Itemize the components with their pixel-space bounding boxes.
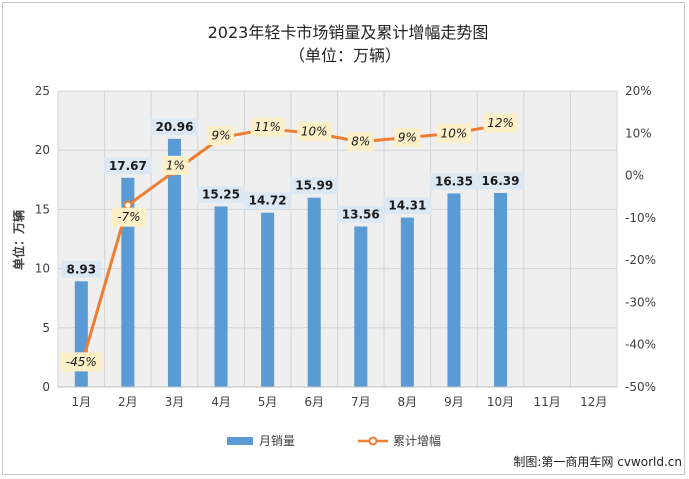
- bar-value-label: 16.39: [482, 174, 520, 188]
- bar-label-bg: [290, 177, 339, 195]
- bar-value-label: 14.72: [249, 194, 287, 208]
- legend-line-marker: [368, 436, 378, 446]
- y-right-tick-label: 20%: [625, 84, 652, 98]
- bar-4: [214, 206, 228, 387]
- line-label-bg: [208, 126, 235, 146]
- line-value-label: 11%: [254, 120, 281, 134]
- line-value-label: 10%: [301, 124, 328, 138]
- bar-value-label: 16.35: [435, 174, 473, 188]
- x-tick-label: 4月: [211, 395, 231, 409]
- line-value-label: 9%: [398, 131, 417, 145]
- line-label-bg: [111, 207, 146, 227]
- bar-5: [261, 212, 275, 387]
- line-value-label: -7%: [117, 210, 140, 224]
- line-value-label: 9%: [212, 129, 231, 143]
- bar-label-bg: [383, 197, 432, 215]
- line-label-bg: [347, 132, 374, 152]
- bar-value-label: 15.99: [295, 179, 333, 193]
- bar-label-bg: [103, 157, 152, 175]
- bar-value-label: 14.31: [388, 199, 426, 213]
- bar-value-label: 17.67: [109, 159, 147, 173]
- line-value-label: 1%: [166, 158, 185, 172]
- legend-bar-label: 月销量: [259, 434, 295, 448]
- line-label-bg: [394, 128, 421, 148]
- y-right-tick-label: -10%: [625, 211, 656, 225]
- y-left-tick-label: 10: [35, 262, 50, 276]
- y-right-tick-label: -30%: [625, 295, 656, 309]
- x-tick-label: 1月: [71, 395, 91, 409]
- x-tick-label: 12月: [580, 395, 607, 409]
- chart-frame: 8.93 17.67 20.96 15.25 14.72 15.99 13.56 14.31 1…: [2, 2, 685, 475]
- line-value-label: 10%: [441, 126, 468, 140]
- y-left-tick-label: 0: [42, 380, 50, 394]
- line-point-2: [123, 200, 133, 210]
- y-right-tick-label: 0%: [625, 169, 644, 183]
- bar-label-bg: [429, 172, 478, 190]
- y-left-tick-label: 20: [35, 143, 50, 157]
- bar-label-bg: [61, 260, 102, 278]
- x-tick-label: 5月: [258, 395, 278, 409]
- bar-8: [400, 217, 414, 387]
- x-tick-label: 11月: [533, 395, 560, 409]
- bars-series: [74, 138, 508, 387]
- x-tick-label: 10月: [487, 395, 514, 409]
- x-tick-label: 9月: [444, 395, 464, 409]
- x-tick-label: 2月: [118, 395, 138, 409]
- y-left-tick-label: 5: [42, 321, 50, 335]
- line-label-bg: [162, 155, 189, 175]
- line-label-bg: [483, 113, 518, 133]
- x-tick-label: 7月: [351, 395, 371, 409]
- bar-value-label: 8.93: [66, 262, 96, 276]
- bar-6: [307, 197, 321, 387]
- x-tick-label: 3月: [165, 395, 185, 409]
- line-label-bg: [250, 117, 285, 137]
- y-right-tick-label: -50%: [625, 380, 656, 394]
- legend-bar-swatch: [227, 437, 253, 445]
- y-right-tick-label: 10%: [625, 126, 652, 140]
- chart-title: 2023年轻卡市场销量及累计增幅走势图: [208, 23, 489, 42]
- x-tick-label: 8月: [398, 395, 418, 409]
- bar-label-bg: [476, 172, 525, 190]
- line-label-bg: [60, 352, 103, 372]
- data-labels: 8.93 17.67 20.96 15.25 14.72 15.99 13.56 14.31 1…: [60, 113, 525, 372]
- bar-label-bg: [336, 205, 385, 223]
- bar-10: [494, 192, 508, 387]
- cumulative-growth-line: [79, 123, 501, 367]
- bar-2: [121, 177, 135, 387]
- credit-text: 制图:第一商用车网 cvworld.cn: [513, 454, 682, 469]
- y-left-tick-label: 25: [35, 84, 50, 98]
- chart-svg: 8.93 17.67 20.96 15.25 14.72 15.99 13.56 14.31 1…: [11, 23, 682, 469]
- bar-label-bg: [197, 185, 246, 203]
- y-right-tick-label: -20%: [625, 253, 656, 267]
- bar-9: [447, 193, 461, 387]
- line-label-bg: [436, 123, 471, 143]
- bar-3: [167, 138, 181, 387]
- chart-subtitle: （单位：万辆）: [289, 46, 401, 65]
- y-axis-label: 单位：万辆: [11, 210, 26, 270]
- legend: 月销量 累计增幅: [227, 433, 441, 448]
- y-right-tick-label: -40%: [625, 338, 656, 352]
- axes: 0 5 10 15 20 25 -50% -40% -30% -20% -10% 0% 10% 20% 1月…: [35, 84, 656, 409]
- bar-value-label: 15.25: [202, 187, 240, 201]
- line-value-label: -45%: [66, 355, 97, 369]
- bar-label-bg: [243, 192, 292, 210]
- y-left-tick-label: 15: [35, 202, 50, 216]
- line-label-bg: [297, 121, 332, 141]
- gridlines: [57, 90, 618, 388]
- bar-value-label: 20.96: [155, 120, 193, 134]
- bar-value-label: 13.56: [342, 207, 380, 221]
- bar-7: [354, 226, 368, 387]
- legend-line-label: 累计增幅: [393, 433, 441, 448]
- line-value-label: 12%: [487, 116, 514, 130]
- bar-label-bg: [150, 118, 199, 136]
- x-tick-label: 6月: [304, 395, 324, 409]
- line-value-label: 8%: [351, 135, 370, 149]
